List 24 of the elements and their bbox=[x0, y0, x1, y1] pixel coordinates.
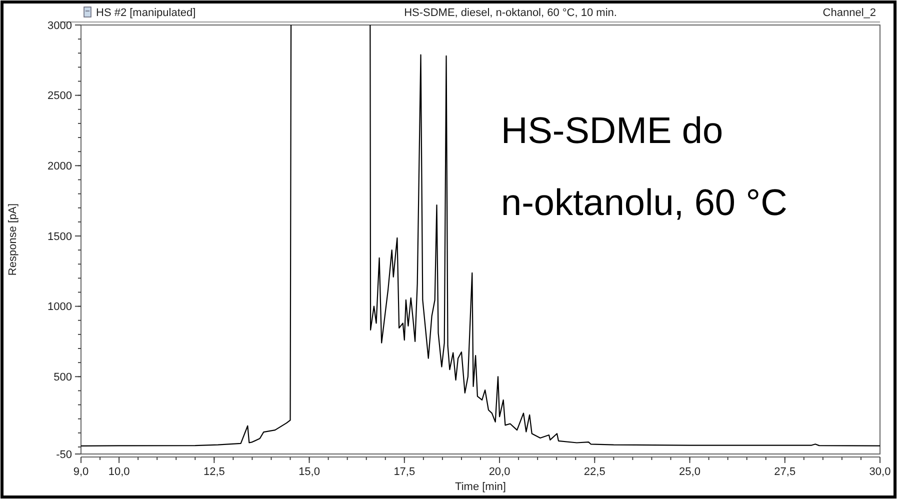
x-tick-label: 15,0 bbox=[298, 466, 320, 478]
x-tick-label: 27,5 bbox=[774, 466, 796, 478]
y-tick-label: 2500 bbox=[48, 90, 72, 102]
text: HS #2 [manipulated] bbox=[96, 7, 196, 19]
y-tick-label: 2000 bbox=[48, 160, 72, 173]
x-tick-label: 22,5 bbox=[584, 466, 606, 478]
annotation: HS-SDME do bbox=[501, 110, 724, 151]
x-tick-label: 12,5 bbox=[203, 466, 225, 478]
annotation: n-oktanolu, 60 °C bbox=[501, 182, 788, 223]
x-tick-label: 10,0 bbox=[108, 466, 130, 478]
x-tick-label: 25,0 bbox=[679, 466, 700, 478]
y-tick-label: 1000 bbox=[48, 301, 72, 314]
x-tick-label: 9,0 bbox=[73, 466, 89, 478]
x-axis-title: Time [min] bbox=[455, 481, 506, 493]
y-tick-label: 1500 bbox=[48, 230, 72, 243]
y-tick-label: 3000 bbox=[48, 20, 72, 32]
x-tick-label: 17,5 bbox=[394, 466, 416, 478]
x-tick-label: 30,0 bbox=[869, 466, 891, 478]
text: Channel_2 bbox=[822, 7, 876, 19]
y-tick-label: -50 bbox=[56, 448, 72, 461]
chart-title: HS-SDME, diesel, n-oktanol, 60 °C, 10 min. bbox=[404, 7, 617, 19]
y-axis-title: Response [pA] bbox=[7, 203, 19, 276]
y-tick-label: 500 bbox=[54, 371, 72, 384]
x-tick-label: 20,0 bbox=[488, 466, 510, 478]
